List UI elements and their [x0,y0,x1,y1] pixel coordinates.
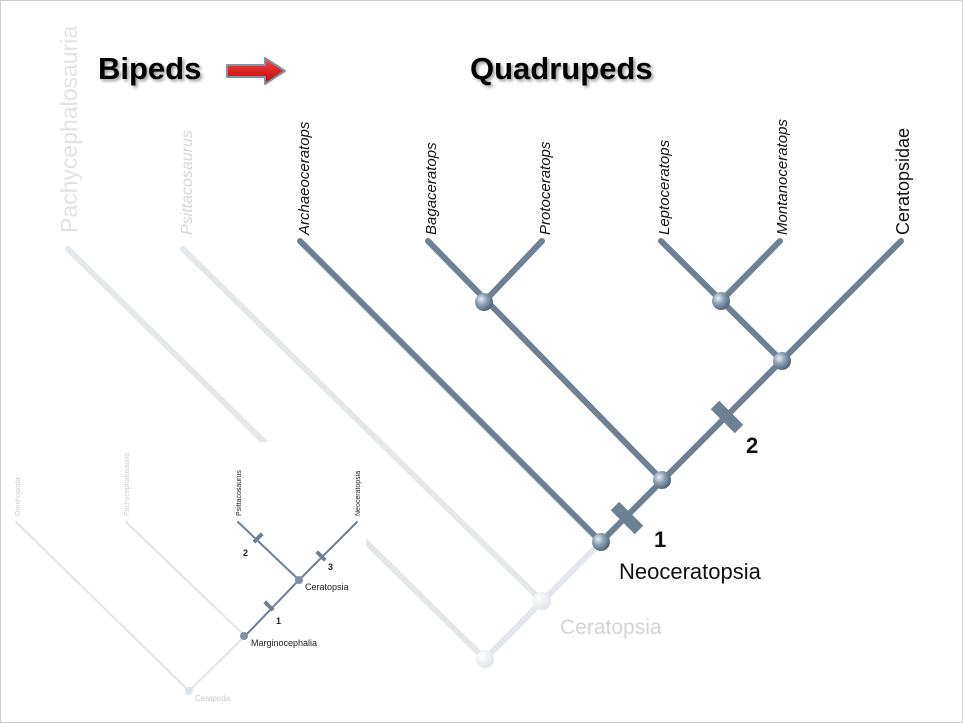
marker-bar-1 [610,501,644,535]
node-bagaceratops-protoceratops-leptoceratops [653,471,671,489]
arrow-right-icon [225,56,287,86]
inset-marker-number-2: 2 [243,548,248,558]
inset-label-ceratopsia: Ceratopsia [305,582,349,592]
taxon-ceratopsidae: Ceratopsidae [893,128,913,235]
taxon-psittacosaurus: Psittacosaurus [179,130,196,235]
marker-bar-2 [710,400,744,434]
inset-cladogram-panel: Ornithopoda Pachycephalosauria Psittacos… [1,442,366,704]
quadrupeds-label: Quadrupeds [470,51,653,86]
node-bagaceratops-protoceratops [475,293,493,311]
inset-taxon-neoceratopsia: Neoceratopsia [355,471,362,516]
taxon-pachycephalosauria: Pachycephalosauria [56,26,82,233]
node-neoceratopsia [592,533,610,551]
inset-node-cerapoda [185,687,193,695]
inset-label-cerapoda: Cerapoda [195,694,231,703]
marker-number-1: 1 [654,527,666,552]
inset-taxon-ornithopoda: Ornithopoda [15,477,22,516]
node-leptoceratops-ceratopsidae [773,352,791,370]
marker-number-2: 2 [746,433,758,458]
bipeds-label: Bipeds [98,51,202,86]
inset-node-ceratopsia [295,576,303,584]
taxon-leptoceratops: Leptoceratops [656,139,673,235]
label-neoceratopsia: Neoceratopsia [619,559,762,584]
taxon-protoceratops: Protoceratops [537,141,554,235]
node-ceratopsia [533,592,551,610]
inset-label-marginocephalia: Marginocephalia [251,638,317,648]
inset-taxon-psittacosaurus: Psittacosaurus [236,470,243,516]
main-branches [297,238,904,545]
taxon-montanoceratops: Montanoceratops [774,119,791,235]
inset-marker-bar-2 [252,532,264,544]
inset-marker-bar-1 [263,600,275,612]
inset-marker-bar-3 [315,550,327,562]
inset-node-marginocephalia [240,632,248,640]
inset-marker-number-3: 3 [328,562,333,572]
node-leptoceratops-montanoceratops [712,292,730,310]
node-cerapoda [476,650,494,668]
taxon-bagaceratops: Bagaceratops [423,142,440,235]
inset-taxon-pachycephalosauria: Pachycephalosauria [124,453,131,516]
taxon-archaeoceratops: Archaeoceratops [296,121,313,236]
label-ceratopsia: Ceratopsia [560,616,662,639]
inset-cladogram: Ornithopoda Pachycephalosauria Psittacos… [15,453,362,703]
inset-marker-number-1: 1 [276,616,281,626]
